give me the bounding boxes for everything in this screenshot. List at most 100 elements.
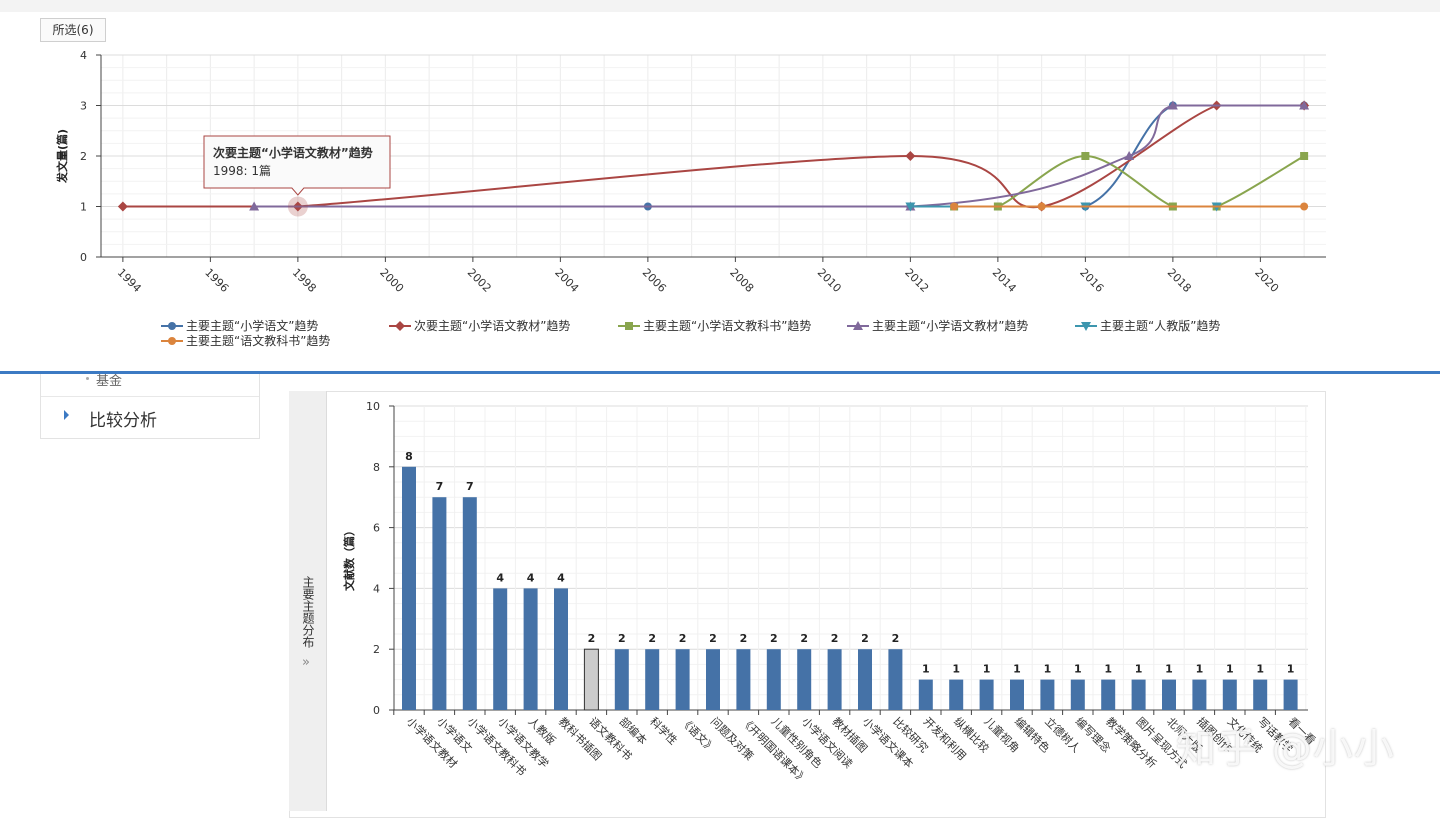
trend-chart-panel: 所选(6) 0 1 2 3 4 1994 1996 1998 2000 2002 2004 2006 2… — [0, 12, 1440, 372]
collapse-side-tab[interactable]: 主要主题分布 » — [289, 391, 327, 811]
y-axis-title: 发文量(篇) — [55, 129, 69, 184]
series-point — [1124, 151, 1135, 160]
bar[interactable] — [614, 649, 629, 710]
data-label: 2 — [740, 632, 748, 645]
bar[interactable] — [1162, 679, 1176, 710]
bar[interactable] — [432, 497, 447, 710]
series-point — [1300, 152, 1309, 160]
legend-label: 次要主题“小学语文教材”趋势 — [414, 318, 570, 333]
trend-line-chart: 0 1 2 3 4 1994 1996 1998 2000 2002 2004 2006 2008 201… — [55, 49, 1326, 348]
bar[interactable] — [1192, 679, 1207, 710]
legend-item[interactable]: 主要主题“人教版”趋势 — [1075, 318, 1220, 333]
x-tick-label: 2000 — [377, 266, 406, 295]
y-tick-label: 8 — [373, 461, 380, 474]
bar[interactable] — [1010, 679, 1024, 710]
legend-item[interactable]: 主要主题“语文教科书”趋势 — [161, 333, 330, 348]
series-line — [254, 104, 1305, 208]
bar[interactable] — [583, 648, 599, 711]
data-label: 4 — [557, 571, 565, 584]
data-label: 1 — [1135, 663, 1143, 676]
bar[interactable] — [1070, 679, 1085, 710]
data-label: 2 — [618, 632, 626, 645]
bar[interactable] — [1283, 679, 1298, 710]
bar[interactable] — [918, 679, 933, 710]
bar[interactable] — [797, 649, 812, 710]
legend-marker — [395, 321, 405, 331]
x-tick-label: 科学性 — [647, 714, 680, 747]
nav-item-compare-label: 比较分析 — [89, 411, 157, 431]
series-point — [1300, 202, 1309, 211]
bar[interactable] — [736, 649, 751, 710]
x-tick-label: 2008 — [727, 266, 756, 295]
line-series — [249, 100, 1310, 211]
bar[interactable] — [1040, 679, 1055, 710]
data-label: 2 — [588, 632, 596, 645]
y-tick-label: 6 — [373, 522, 380, 535]
y-tick-label: 2 — [373, 643, 380, 656]
bar[interactable] — [827, 649, 842, 710]
double-chevron-icon: » — [302, 655, 310, 670]
bar[interactable] — [462, 497, 477, 710]
x-tick-label: 1994 — [115, 266, 144, 295]
y-tick-label: 4 — [80, 49, 87, 62]
topic-distribution-panel: 0 2 4 6 8 10 文献数（篇） 8 小学语文教材 7 小学语文 7 小学语文教科书 4 小学语文教学… — [289, 391, 1326, 818]
bar[interactable] — [1101, 679, 1116, 710]
data-label: 7 — [466, 480, 474, 493]
series-point — [117, 201, 128, 212]
data-label: 1 — [1196, 663, 1204, 676]
legend-item[interactable]: 主要主题“小学语文教材”趋势 — [847, 318, 1028, 333]
data-label: 7 — [436, 480, 444, 493]
bar[interactable] — [675, 649, 690, 710]
series-point — [950, 202, 959, 211]
y-tick-label: 4 — [373, 582, 380, 595]
caret-right-icon — [64, 410, 69, 420]
data-label: 1 — [1104, 663, 1112, 676]
bar[interactable] — [858, 649, 872, 710]
legend-item[interactable]: 主要主题“小学语文教科书”趋势 — [618, 318, 811, 333]
data-label: 1 — [1256, 663, 1264, 676]
bar[interactable] — [402, 466, 416, 710]
selected-filter-chip[interactable]: 所选(6) — [40, 18, 106, 42]
data-label: 2 — [861, 632, 869, 645]
data-label: 1 — [1013, 663, 1021, 676]
legend-item[interactable]: 主要主题“小学语文”趋势 — [161, 318, 318, 333]
data-label: 2 — [709, 632, 717, 645]
data-label: 1 — [1287, 663, 1295, 676]
tooltip-box — [203, 135, 391, 196]
watermark: 知乎 @小小 — [1176, 726, 1395, 772]
bar[interactable] — [706, 649, 720, 710]
legend-label: 主要主题“语文教科书”趋势 — [186, 333, 330, 348]
tooltip-title: 次要主题“小学语文教材”趋势 — [213, 145, 373, 160]
bar[interactable] — [554, 588, 568, 710]
bar[interactable] — [888, 649, 903, 710]
series-point — [905, 151, 916, 161]
x-tick-label: 2020 — [1252, 266, 1281, 295]
nav-item-fund-label: 基金 — [96, 374, 123, 389]
data-label: 2 — [831, 632, 839, 645]
bar[interactable] — [1131, 679, 1146, 710]
bar[interactable] — [645, 649, 660, 710]
nav-item-fund[interactable]: 基金 — [41, 374, 259, 397]
bar[interactable] — [949, 679, 964, 710]
data-label: 2 — [770, 632, 778, 645]
y-tick-label: 10 — [366, 400, 380, 413]
data-label: 2 — [800, 632, 808, 645]
x-tick-label: 1998 — [290, 266, 319, 295]
legend-marker — [625, 322, 633, 330]
bar[interactable] — [523, 588, 538, 710]
bar[interactable] — [1253, 679, 1268, 710]
legend-item[interactable]: 次要主题“小学语文教材”趋势 — [389, 318, 570, 333]
data-label: 1 — [952, 663, 960, 676]
data-label: 1 — [922, 663, 930, 676]
legend-label: 主要主题“小学语文教科书”趋势 — [643, 318, 811, 333]
bar[interactable] — [766, 649, 781, 710]
bar[interactable] — [1222, 679, 1237, 710]
data-label: 8 — [405, 450, 413, 463]
data-label: 1 — [1074, 663, 1082, 676]
bar[interactable] — [979, 679, 994, 710]
legend-label: 主要主题“小学语文”趋势 — [186, 318, 318, 333]
side-tab-label: 主要主题分布 — [301, 576, 315, 648]
y-tick-label: 0 — [373, 704, 380, 717]
bar[interactable] — [493, 588, 508, 710]
nav-item-compare[interactable]: 比较分析 — [41, 397, 259, 437]
